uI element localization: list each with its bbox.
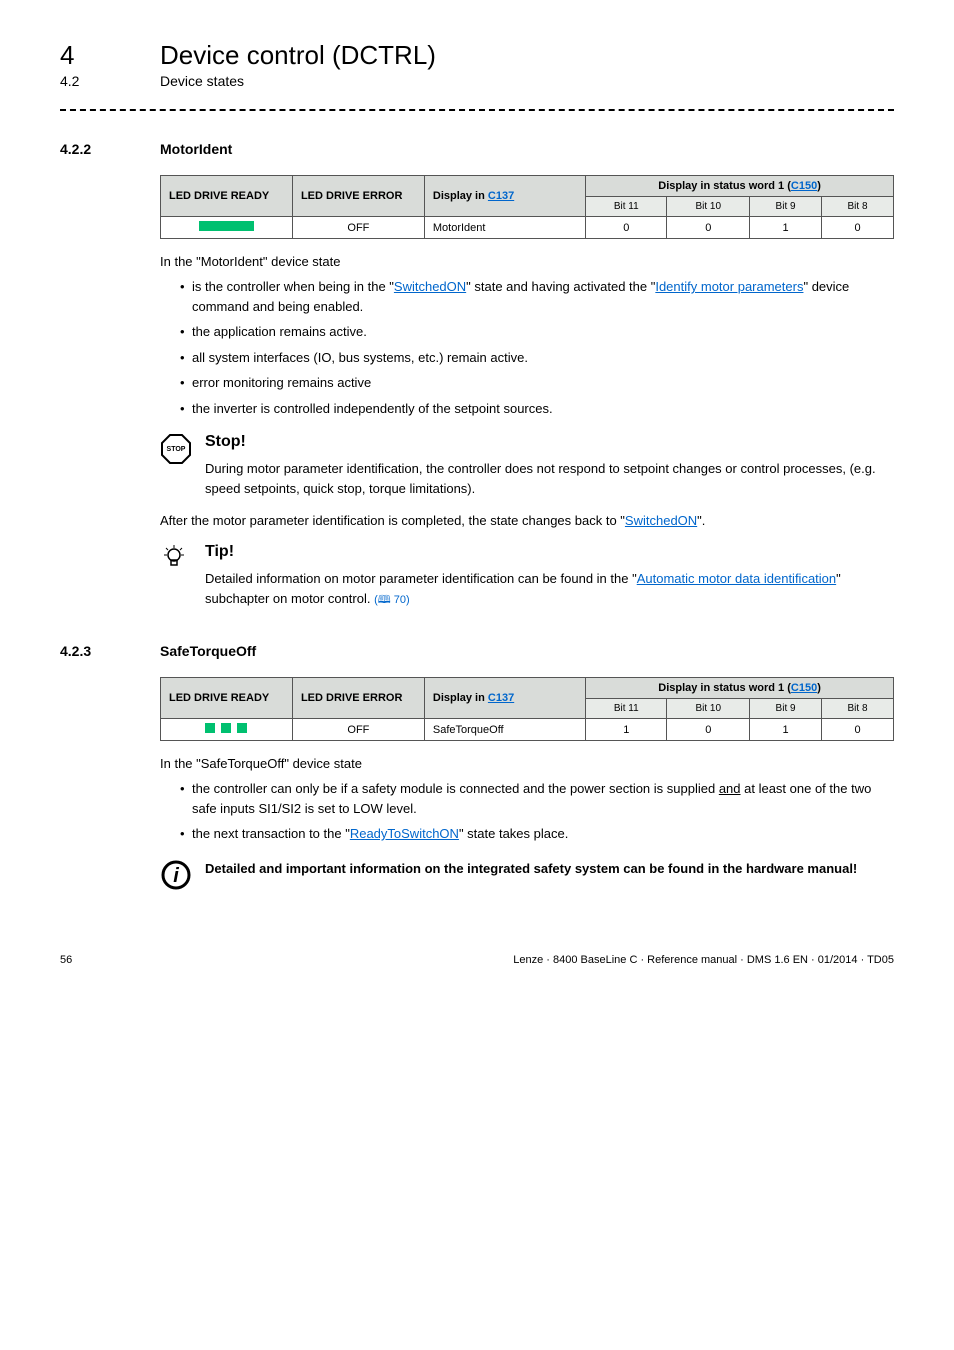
list-item: is the controller when being in the "Swi… [180,277,894,316]
link-c137[interactable]: C137 [488,692,514,704]
chapter-number: 4 [60,40,160,71]
callout-text: Detailed information on motor parameter … [205,569,894,608]
table-subhead: Bit 10 [667,197,750,217]
table-subhead: Bit 11 [586,197,667,217]
table-header: Display in C137 [424,176,585,217]
tip-icon [160,543,188,571]
table-header: Display in status word 1 (C150) [586,678,894,699]
table-cell: 0 [667,719,750,741]
list-item: the next transaction to the "ReadyToSwit… [180,824,894,844]
table-subhead: Bit 9 [750,197,822,217]
table-header: Display in C137 [424,678,585,719]
info-icon: i [160,859,192,891]
list-item: the controller can only be if a safety m… [180,779,894,818]
table-cell: 0 [822,719,894,741]
list-item: the application remains active. [180,322,894,342]
table-cell: 1 [750,217,822,239]
page-number: 56 [60,954,72,966]
list-item: the inverter is controlled independently… [180,399,894,419]
led-segments-icon [205,723,247,733]
tip-callout: Tip! Detailed information on motor param… [160,543,894,608]
link-c137[interactable]: C137 [488,190,514,202]
table-subhead: Bit 9 [750,699,822,719]
table-cell: SafeTorqueOff [424,719,585,741]
callout-title: Tip! [205,543,894,561]
led-green-icon [199,221,254,231]
table-cell: MotorIdent [424,217,585,239]
subsection-number: 4.2.2 [60,141,160,157]
table-cell-led-ready [161,719,293,741]
table-subhead: Bit 11 [586,699,667,719]
link-readytoswitchon[interactable]: ReadyToSwitchON [350,826,459,841]
table-cell: 1 [750,719,822,741]
info-callout: i Detailed and important information on … [160,859,894,894]
table-cell: 0 [822,217,894,239]
body-text: After the motor parameter identification… [160,513,894,528]
table-cell-led-ready [161,217,293,239]
link-switchedon[interactable]: SwitchedON [394,279,466,294]
link-identify-motor[interactable]: Identify motor parameters [655,279,803,294]
link-auto-motor-data[interactable]: Automatic motor data identification [637,571,836,586]
footer-ref: Lenze · 8400 BaseLine C · Reference manu… [513,954,894,966]
table-cell: 0 [586,217,667,239]
table-subhead: Bit 10 [667,699,750,719]
list-item: all system interfaces (IO, bus systems, … [180,348,894,368]
table-header: Display in status word 1 (C150) [586,176,894,197]
table-header: LED DRIVE READY [161,176,293,217]
table-subhead: Bit 8 [822,699,894,719]
table-cell: 1 [586,719,667,741]
chapter-title: Device control (DCTRL) [160,40,436,71]
callout-text: Detailed and important information on th… [205,859,894,879]
stop-icon: STOP [160,433,192,465]
page-ref[interactable]: (🕮 70) [374,594,410,606]
status-table-safetorque: LED DRIVE READY LED DRIVE ERROR Display … [160,677,894,741]
callout-text: During motor parameter identification, t… [205,459,894,498]
link-c150[interactable]: C150 [791,682,817,694]
section-number: 4.2 [60,73,160,89]
stop-callout: STOP Stop! During motor parameter identi… [160,433,894,498]
svg-text:i: i [173,865,179,887]
link-switchedon[interactable]: SwitchedON [625,513,697,528]
body-text: In the "SafeTorqueOff" device state [160,756,894,771]
table-header: LED DRIVE ERROR [292,678,424,719]
callout-title: Stop! [205,433,894,451]
table-cell: OFF [292,719,424,741]
subsection-title: MotorIdent [160,141,232,157]
subsection-number: 4.2.3 [60,643,160,659]
table-cell: 0 [667,217,750,239]
status-table-motorident: LED DRIVE READY LED DRIVE ERROR Display … [160,175,894,239]
divider [60,109,894,111]
table-cell: OFF [292,217,424,239]
table-header: LED DRIVE READY [161,678,293,719]
svg-text:STOP: STOP [167,446,186,453]
subsection-title: SafeTorqueOff [160,643,256,659]
table-subhead: Bit 8 [822,197,894,217]
table-header: LED DRIVE ERROR [292,176,424,217]
section-title: Device states [160,73,244,89]
body-text: In the "MotorIdent" device state [160,254,894,269]
link-c150[interactable]: C150 [791,180,817,192]
list-item: error monitoring remains active [180,373,894,393]
